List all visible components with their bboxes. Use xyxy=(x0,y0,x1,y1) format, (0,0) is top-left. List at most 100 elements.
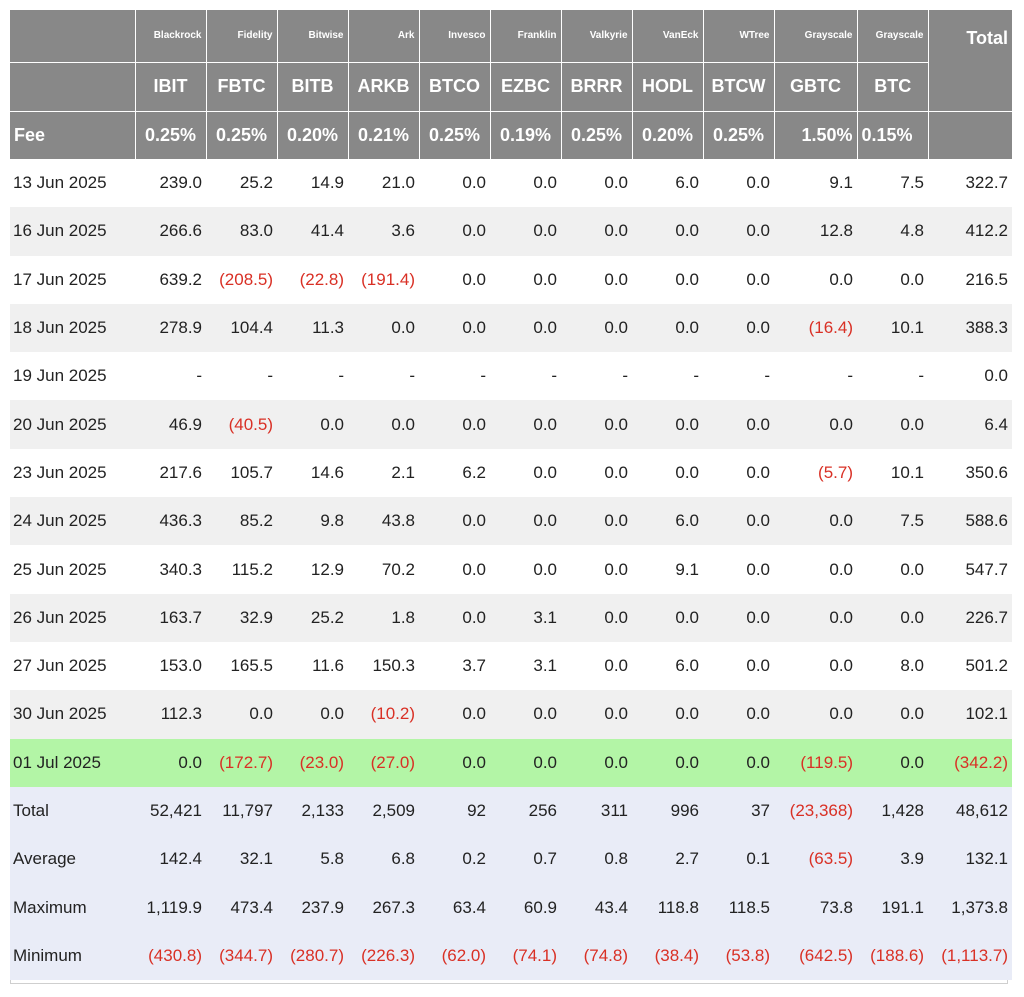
flow-cell: 0.0 xyxy=(774,255,857,304)
flow-cell: 9.8 xyxy=(277,497,348,546)
flow-cell: 32.1 xyxy=(206,835,277,884)
table-row: 20 Jun 2025 46.9 (40.5) 0.0 0.0 0.0 0.0 0.0 0.0 0… xyxy=(10,400,1012,449)
flow-cell: 0.0 xyxy=(703,738,774,787)
ticker-cell: BTCO xyxy=(419,61,491,111)
flow-cell: 43.4 xyxy=(561,883,632,932)
flow-cell: 7.5 xyxy=(857,497,928,546)
flow-cell: 41.4 xyxy=(277,207,348,256)
summary-label-cell: Maximum xyxy=(10,883,135,932)
row-total-cell: 216.5 xyxy=(928,255,1012,304)
flow-cell: 0.0 xyxy=(857,545,928,594)
flow-cell: 237.9 xyxy=(277,883,348,932)
flow-cell: 436.3 xyxy=(135,497,206,546)
flow-cell: (40.5) xyxy=(206,400,277,449)
flow-cell: 5.8 xyxy=(277,835,348,884)
flow-cell: 266.6 xyxy=(135,207,206,256)
etf-flows-table: Blackrock Fidelity Bitwise Ark Invesco F… xyxy=(10,10,1012,981)
flow-cell: 191.1 xyxy=(857,883,928,932)
flow-cell: 0.8 xyxy=(561,835,632,884)
flow-cell: 0.0 xyxy=(419,303,490,353)
row-total-cell: 6.4 xyxy=(928,400,1012,449)
flow-cell: 0.0 xyxy=(632,400,703,449)
row-total-cell: 588.6 xyxy=(928,497,1012,546)
flow-cell: 60.9 xyxy=(490,883,561,932)
table-row: 19 Jun 2025- - - - - - - - - - -0.0 xyxy=(10,352,1012,401)
flow-cell: (208.5) xyxy=(206,255,277,304)
flow-cell: 0.0 xyxy=(277,400,348,449)
flow-cell: (188.6) xyxy=(857,931,928,981)
flow-cell: (23.0) xyxy=(277,738,348,787)
date-cell: 23 Jun 2025 xyxy=(10,448,135,498)
flow-cell: 0.0 xyxy=(561,400,632,449)
flow-cell: (62.0) xyxy=(419,931,490,981)
flow-cell: 1.8 xyxy=(348,593,419,642)
flow-cell: 1,119.9 xyxy=(135,883,206,932)
flow-cell: 85.2 xyxy=(206,497,277,546)
table-row: 17 Jun 2025 639.2 (208.5) (22.8) (191.4) 0.0 0… xyxy=(10,255,1012,304)
flow-cell: 0.0 xyxy=(135,738,206,787)
flow-cell: 32.9 xyxy=(206,593,277,642)
flow-cell: 0.0 xyxy=(561,641,632,691)
flow-cell: 0.0 xyxy=(419,497,490,546)
flow-cell: - xyxy=(135,352,206,401)
fee-row: Fee 0.25% 0.25% 0.20% 0.21% 0.25% 0.19% … xyxy=(10,110,1012,159)
flow-cell: 0.0 xyxy=(561,303,632,353)
flow-cell: 0.0 xyxy=(774,593,857,642)
flow-cell: 0.0 xyxy=(561,159,632,208)
flow-cell: 1,428 xyxy=(857,786,928,836)
flow-cell: (16.4) xyxy=(774,303,857,353)
flow-cell: (53.8) xyxy=(703,931,774,981)
flow-cell: 0.0 xyxy=(774,690,857,739)
fee-cell: 0.25% xyxy=(703,110,775,159)
flow-cell: 0.0 xyxy=(419,690,490,739)
flow-cell: 239.0 xyxy=(135,159,206,208)
flow-cell: - xyxy=(206,352,277,401)
fee-cell: 0.21% xyxy=(348,110,420,159)
fee-cell: 0.20% xyxy=(277,110,349,159)
flow-cell: 115.2 xyxy=(206,545,277,594)
row-total-cell: 1,373.8 xyxy=(928,883,1012,932)
row-total-cell: 350.6 xyxy=(928,448,1012,498)
flow-cell: 46.9 xyxy=(135,400,206,449)
issuer-cell: Valkyrie xyxy=(561,10,633,62)
fee-cell: 0.25% xyxy=(206,110,278,159)
flow-cell: 0.0 xyxy=(419,159,490,208)
ticker-cell: BITB xyxy=(277,61,349,111)
date-cell: 30 Jun 2025 xyxy=(10,690,135,739)
flow-cell: 0.0 xyxy=(561,738,632,787)
flow-cell: - xyxy=(348,352,419,401)
flow-cell: 43.8 xyxy=(348,497,419,546)
table-body: 13 Jun 2025 239.0 25.2 14.9 21.0 0.0 0.0 0.0 6.0… xyxy=(10,159,1012,981)
flow-cell: (119.5) xyxy=(774,738,857,787)
ticker-cell: BTCW xyxy=(703,61,775,111)
flow-cell: 2,509 xyxy=(348,786,419,836)
flow-cell: 0.0 xyxy=(632,255,703,304)
flow-cell: 340.3 xyxy=(135,545,206,594)
summary-label-cell: Minimum xyxy=(10,931,135,981)
flow-cell: 0.0 xyxy=(206,690,277,739)
flow-cell: 0.0 xyxy=(703,641,774,691)
flow-cell: 0.0 xyxy=(632,207,703,256)
flow-cell: 0.0 xyxy=(561,207,632,256)
ticker-cell: EZBC xyxy=(490,61,562,111)
date-cell: 24 Jun 2025 xyxy=(10,497,135,546)
table-row: 18 Jun 2025 278.9 104.4 11.3 0.0 0.0 0.0 0.0 0.0… xyxy=(10,303,1012,353)
flow-cell: 10.1 xyxy=(857,303,928,353)
flow-cell: 0.0 xyxy=(857,690,928,739)
flow-cell: 0.0 xyxy=(703,255,774,304)
flow-cell: 0.7 xyxy=(490,835,561,884)
fee-label: Fee xyxy=(10,110,136,159)
corner-cell xyxy=(10,10,136,62)
row-total-cell: 412.2 xyxy=(928,207,1012,256)
table-row: 30 Jun 2025 112.3 0.0 0.0 (10.2) 0.0 0.0 0.0 0.0… xyxy=(10,690,1012,739)
flow-cell: 92 xyxy=(419,786,490,836)
summary-label-cell: Average xyxy=(10,835,135,884)
ticker-cell: IBIT xyxy=(135,61,207,111)
flow-cell: (191.4) xyxy=(348,255,419,304)
flow-cell: 163.7 xyxy=(135,593,206,642)
flow-cell: 0.0 xyxy=(561,448,632,498)
flow-cell: (280.7) xyxy=(277,931,348,981)
flow-cell: 0.0 xyxy=(490,448,561,498)
flow-cell: 0.2 xyxy=(419,835,490,884)
table-row: 26 Jun 2025 163.7 32.9 25.2 1.8 0.0 3.1 0.0 0.0 0… xyxy=(10,593,1012,642)
